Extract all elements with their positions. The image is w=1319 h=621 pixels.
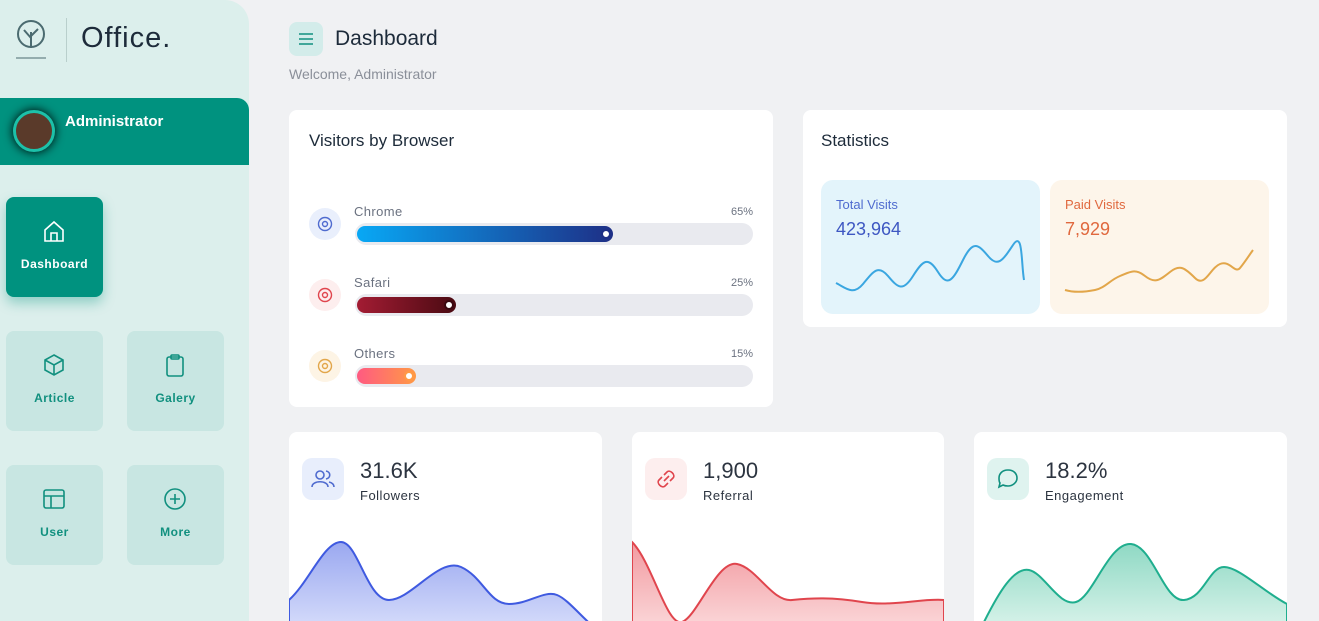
metric-icon xyxy=(645,458,687,500)
menu-tile[interactable]: Article xyxy=(6,331,103,431)
progress-knob xyxy=(404,371,415,381)
sparkline xyxy=(835,240,1025,292)
progress-bar xyxy=(357,368,417,384)
icon xyxy=(43,489,65,509)
browser-icon xyxy=(309,208,341,240)
menu-label: User xyxy=(40,525,69,539)
icon xyxy=(299,33,313,45)
progress-track xyxy=(355,294,753,316)
metric-icon xyxy=(987,458,1029,500)
icon xyxy=(44,220,64,242)
menu-tile[interactable]: Dashboard xyxy=(6,197,103,297)
icon xyxy=(657,470,675,488)
metric-value: 31.6K xyxy=(360,458,418,483)
statistics-card: Statistics Total Visits 423,964 Paid Vis… xyxy=(803,110,1287,327)
divider xyxy=(66,18,67,62)
metric-icon xyxy=(302,458,344,500)
progress-bar xyxy=(357,297,456,313)
progress-track xyxy=(355,365,753,387)
metric-label: Followers xyxy=(360,488,421,503)
browser-icon xyxy=(309,279,341,311)
stat-box: Paid Visits 7,929 xyxy=(1050,180,1269,314)
browsers-card: Visitors by Browser Chrome 65% Safari 25% Ot… xyxy=(289,110,773,407)
progress-knob xyxy=(443,300,454,310)
browser-name: Others xyxy=(354,346,396,361)
user-name: Administrator xyxy=(65,113,164,130)
metric-card: 1,900 Referral xyxy=(632,432,944,621)
browser-icon xyxy=(309,350,341,382)
stat-value: 7,929 xyxy=(1065,219,1111,239)
metric-card: 31.6K Followers xyxy=(289,432,602,621)
user-bar: Administrator xyxy=(0,98,249,165)
stat-value: 423,964 xyxy=(836,219,902,239)
icon xyxy=(317,287,333,303)
browser-name: Chrome xyxy=(354,204,403,219)
browser-percent: 25% xyxy=(730,277,753,289)
progress-track xyxy=(355,223,753,245)
icon xyxy=(44,354,64,376)
menu-button[interactable] xyxy=(289,22,323,56)
browser-name: Safari xyxy=(354,275,391,290)
menu-label: Article xyxy=(34,391,75,405)
area-wave xyxy=(983,542,1287,621)
icon xyxy=(317,216,333,232)
icon xyxy=(166,354,184,377)
stat-label: Paid Visits xyxy=(1065,197,1126,212)
metric-value: 1,900 xyxy=(703,458,759,483)
stat-box: Total Visits 423,964 xyxy=(821,180,1040,314)
metric-value: 18.2% xyxy=(1045,458,1108,483)
card-title: Statistics xyxy=(821,131,890,150)
subtitle: Welcome, Administrator xyxy=(289,66,437,82)
icon xyxy=(164,488,186,510)
metric-label: Referral xyxy=(703,488,754,503)
browser-percent: 65% xyxy=(730,206,753,218)
menu-tile[interactable]: More xyxy=(127,465,224,565)
progress-knob xyxy=(601,229,612,239)
area-wave xyxy=(289,540,589,621)
menu-tile[interactable]: User xyxy=(6,465,103,565)
page-title: Dashboard xyxy=(335,27,438,50)
menu-label: Dashboard xyxy=(20,257,89,271)
sidebar: Office. Administrator Dashboard Article … xyxy=(0,0,249,621)
menu-label: More xyxy=(160,525,191,539)
menu-tile[interactable]: Galery xyxy=(127,331,224,431)
metric-card: 18.2% Engagement xyxy=(974,432,1287,621)
icon xyxy=(997,469,1018,489)
card-title: Visitors by Browser xyxy=(309,131,455,150)
metric-label: Engagement xyxy=(1045,488,1124,503)
browser-percent: 15% xyxy=(730,348,753,360)
sparkline xyxy=(1064,249,1254,293)
icon xyxy=(311,470,335,488)
stat-label: Total Visits xyxy=(836,197,898,212)
menu-label: Galery xyxy=(155,391,196,405)
progress-bar xyxy=(357,226,614,242)
area-wave xyxy=(632,540,944,621)
avatar xyxy=(13,110,55,152)
logo xyxy=(16,20,46,59)
brand: Office. xyxy=(81,22,172,54)
icon xyxy=(317,358,333,374)
